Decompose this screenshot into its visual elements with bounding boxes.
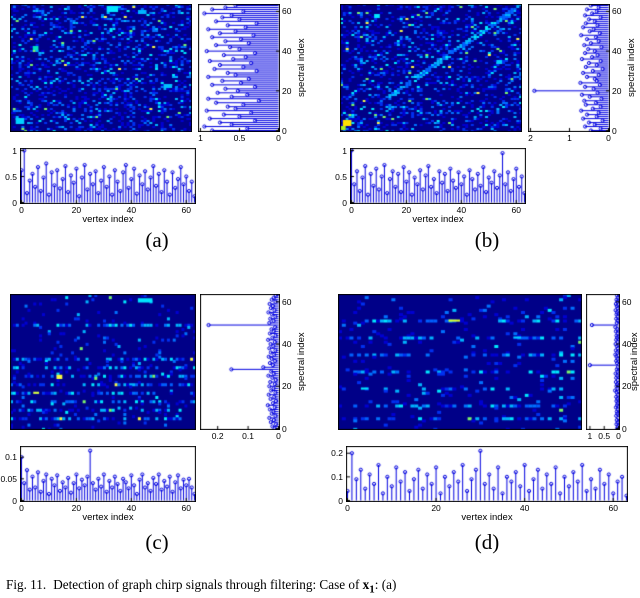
vertex-frequency-heatmap-b [340,4,522,132]
vertex-axis-label: vertex index [82,214,134,225]
tick-label: 0 [622,423,627,434]
tick-label: 60 [282,6,292,17]
tick-label: 0 [616,431,621,441]
tick-label: 40 [612,45,622,56]
vertex-frequency-heatmap-c [10,294,196,430]
vertex-frequency-heatmap-a [10,4,192,132]
spectral-axis-label: spectral index [629,332,640,392]
tick-label: 20 [282,85,292,96]
tick-label: 40 [282,45,292,56]
tick-label: 0.1 [5,451,17,462]
tick-label: 20 [431,503,441,513]
tick-label: 0.05 [0,473,17,484]
caption-signal-symbol: x1 [362,577,375,596]
figure-caption: Fig. 11. Detection of graph chirp signals… [6,577,638,596]
subfigure-label-a: (a) [145,228,169,252]
tick-label: 20 [71,205,82,215]
tick-label: 20 [401,205,412,215]
tick-label: 40 [622,338,632,349]
tick-label: 0.5 [598,431,611,441]
tick-label: 1 [342,145,347,156]
tick-label: 0 [349,205,354,215]
tick-label: 60 [181,205,191,215]
subfigure-a: spectral index 1 0.5 0 0 20 40 60 vertex index… [4,2,310,282]
spectral-axis-label: spectral index [296,38,307,98]
spectral-axis-label: spectral index [626,38,637,98]
tick-label: 0 [612,125,617,136]
tick-label: 20 [282,381,292,392]
tick-label: 0 [19,503,24,513]
tick-label: 60 [608,503,618,513]
tick-label: 40 [519,503,530,513]
vertex-stem-plot-b: vertex index 0 20 40 60 0 0.5 1 [335,146,526,225]
caption-text: Detection of graph chirp signals through… [53,577,363,592]
tick-label: 0.1 [242,431,255,441]
spectral-stem-canvas-b [528,4,610,132]
tick-label: 0 [345,503,350,513]
tick-label: 0 [282,423,287,434]
vertex-stem-plot-a: vertex index 0 20 40 60 0 0.5 1 [5,146,196,225]
tick-label: 1 [587,431,593,441]
caption-fig-number: Fig. 11. [6,577,47,592]
tick-label: 0 [342,197,347,208]
vertex-stem-canvas-d [346,446,628,502]
spectral-stem-canvas-c [200,294,280,430]
tick-label: 1 [12,145,17,156]
tick-label: 0.5 [5,171,17,182]
tick-label: 2 [528,133,533,143]
vertex-frequency-heatmap-d [338,294,582,430]
vertex-stem-canvas-c [20,446,196,502]
tick-label: 0.2 [211,431,224,441]
subfigure-label-d: (d) [474,530,500,554]
tick-label: 0 [276,133,281,143]
tick-label: 0.2 [331,447,343,458]
tick-label: 60 [282,296,292,307]
spectral-axis-label: spectral index [296,332,307,392]
subfigure-d: spectral index 1 0.5 0 0 20 40 60 vertex index… [331,292,640,574]
spectral-stem-plot-c: spectral index 0.2 0.1 0 0 20 40 60 [200,294,307,440]
tick-label: 1 [198,133,203,143]
spectral-stem-canvas-a [198,4,280,132]
caption-text-after: : (a) [374,577,397,592]
vertex-stem-plot-c: vertex index 0 20 40 60 0 0.05 0.1 [0,446,196,523]
tick-label: 60 [622,296,632,307]
spectral-stem-canvas-d [586,294,620,430]
vertex-stem-canvas-b [350,148,526,204]
tick-label: 60 [612,6,622,17]
vertex-axis-label: vertex index [461,512,513,523]
tick-label: 0 [606,133,611,143]
tick-label: 0 [19,205,24,215]
tick-label: 0 [338,495,343,506]
subfigure-b: spectral index 2 1 0 0 20 40 60 vertex index 0… [334,2,640,282]
tick-label: 0 [12,197,17,208]
tick-label: 0 [12,495,17,506]
tick-label: 60 [511,205,521,215]
tick-label: 40 [126,205,137,215]
tick-label: 40 [456,205,467,215]
tick-label: 20 [71,503,82,513]
tick-label: 0.1 [331,471,343,482]
tick-label: 0.5 [335,171,347,182]
subfigure-c: spectral index 0.2 0.1 0 0 20 40 60 vertex ind… [0,292,310,574]
vertex-axis-label: vertex index [412,214,464,225]
tick-label: 60 [181,503,191,513]
tick-label: 20 [622,381,632,392]
subfigure-label-c: (c) [145,530,169,554]
vertex-axis-label: vertex index [82,512,134,523]
tick-label: 0 [282,125,287,136]
tick-label: 20 [612,85,622,96]
tick-label: 0 [276,431,281,441]
spectral-stem-plot-a: spectral index 1 0.5 0 0 20 40 60 [198,4,307,142]
tick-label: 1 [567,133,572,143]
spectral-stem-plot-d: spectral index 1 0.5 0 0 20 40 60 [586,294,640,440]
tick-label: 0.5 [233,133,246,143]
tick-label: 40 [126,503,137,513]
vertex-stem-plot-d: vertex index 0 20 40 60 0 0.1 0.2 [331,446,628,523]
vertex-stem-canvas-a [20,148,196,204]
spectral-stem-plot-b: spectral index 2 1 0 0 20 40 60 [528,4,637,142]
tick-label: 40 [282,338,292,349]
subfigure-label-b: (b) [474,228,500,252]
